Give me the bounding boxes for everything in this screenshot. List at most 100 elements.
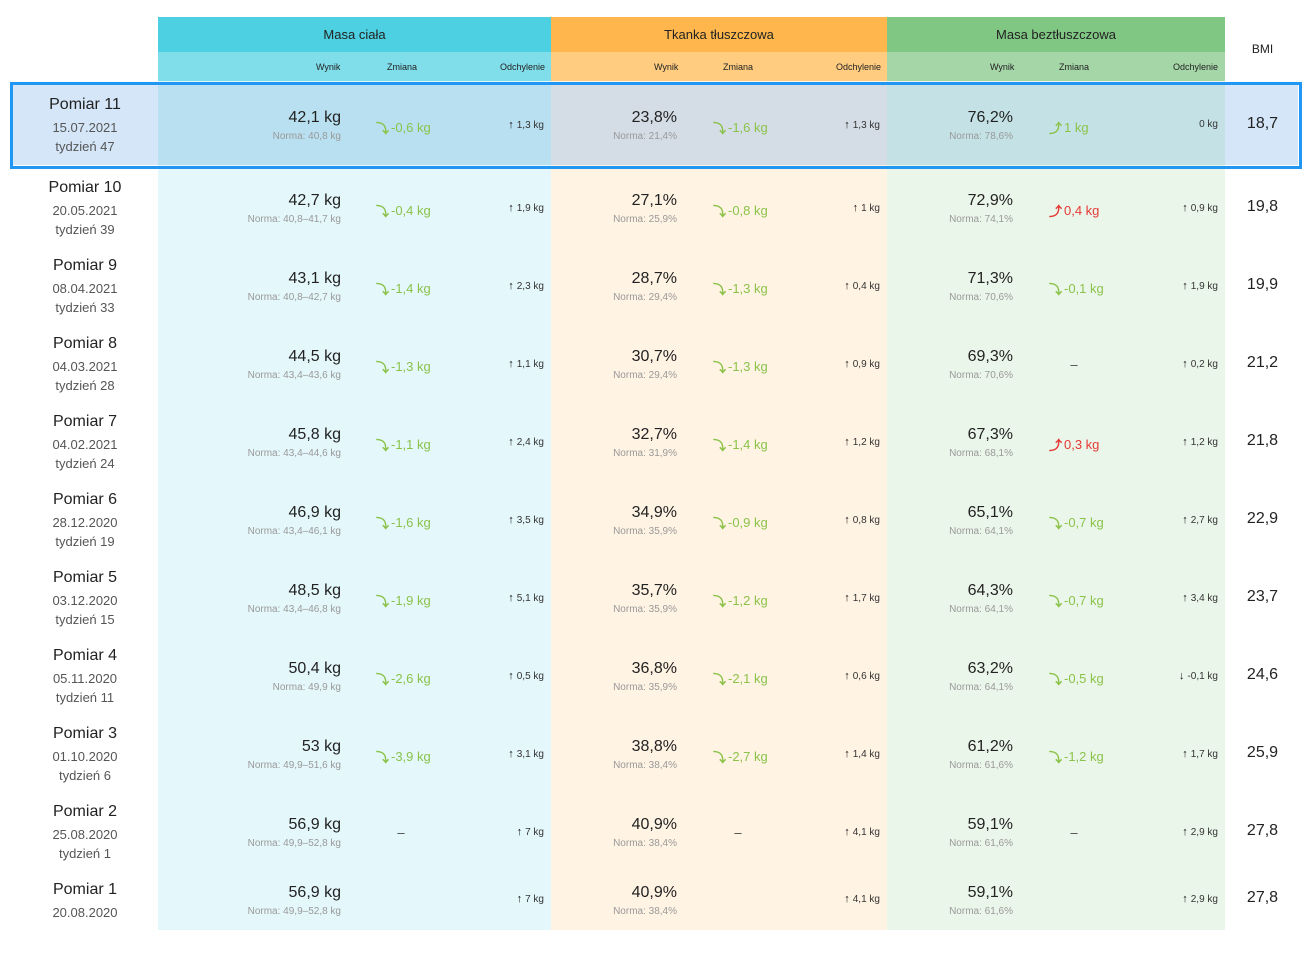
tk-deviation: ↑ 1,7 kg	[790, 592, 880, 604]
arrow-up-icon: ↑	[844, 670, 850, 682]
tk-value: 40,9%	[631, 816, 677, 833]
masa-deviation-text: 1,3 kg	[516, 119, 544, 131]
masa-deviation-text: 3,5 kg	[516, 514, 544, 526]
table-row[interactable]: Pomiar 2 25.08.2020 tydzień 1 56,9 kg Norma:…	[0, 791, 1308, 869]
tk-change: ⤵ -1,6 kg	[713, 118, 768, 137]
arrow-up-icon: ↑	[1182, 280, 1188, 292]
mb-deviation-text: 1,2 kg	[1190, 436, 1218, 448]
bmi-value: 27,8	[1246, 822, 1279, 839]
tk-deviation: ↑ 0,8 kg	[790, 514, 880, 526]
tk-change: ⤵ -0,9 kg	[713, 513, 768, 532]
arrow-up-icon: ↑	[508, 202, 514, 214]
arrow-up-icon: ↑	[508, 670, 514, 682]
tk-change-text: -0,8 kg	[728, 203, 768, 218]
tk-norm: Norma: 31,9%	[613, 448, 677, 459]
subheader-wynik: Wynik	[990, 62, 1015, 72]
table-row[interactable]: Pomiar 3 01.10.2020 tydzień 6 53 kg Norma: 4…	[0, 713, 1308, 791]
mb-deviation: ↑ 0,2 kg	[1128, 358, 1218, 370]
measurement-week: tydzień 33	[55, 300, 115, 315]
mb-norm: Norma: 70,6%	[949, 292, 1013, 303]
masa-value: 56,9 kg	[288, 884, 341, 901]
tk-norm: Norma: 38,4%	[613, 838, 677, 849]
masa-change-text: -2,6 kg	[391, 671, 431, 686]
tk-change-text: -0,9 kg	[728, 515, 768, 530]
trend-down-icon: ⤵	[713, 438, 727, 453]
table-row[interactable]: Pomiar 7 04.02.2021 tydzień 24 45,8 kg Norma…	[0, 401, 1308, 479]
tk-change: ⤵ -1,4 kg	[713, 435, 768, 454]
mb-value: 65,1%	[967, 504, 1013, 521]
table-row[interactable]: Pomiar 9 08.04.2021 tydzień 33 43,1 kg Norma…	[0, 245, 1308, 323]
masa-value: 42,1 kg	[288, 109, 341, 126]
trend-down-icon: ⤵	[1049, 282, 1063, 297]
mb-deviation: ↑ 0,9 kg	[1128, 202, 1218, 214]
table-row[interactable]: Pomiar 5 03.12.2020 tydzień 15 48,5 kg Norma…	[0, 557, 1308, 635]
tk-deviation-text: 1,2 kg	[852, 436, 880, 448]
tk-norm: Norma: 35,9%	[613, 604, 677, 615]
masa-norm: Norma: 40,8–42,7 kg	[247, 292, 341, 303]
measurement-name: Pomiar 3	[52, 725, 118, 742]
mb-change-text: -1,2 kg	[1064, 749, 1104, 764]
measurement-date: 25.08.2020	[52, 827, 118, 842]
trend-down-icon: ⤵	[713, 516, 727, 531]
measurement-date: 04.02.2021	[52, 437, 118, 452]
mb-deviation-text: 2,9 kg	[1190, 893, 1218, 905]
beztl-column-bg	[887, 81, 1225, 930]
masa-change: ⤵ -1,6 kg	[376, 513, 431, 532]
mb-norm: Norma: 61,6%	[949, 906, 1013, 917]
table-row[interactable]: Pomiar 10 20.05.2021 tydzień 39 42,7 kg Norm…	[0, 167, 1308, 245]
header-beztl: Masa beztłuszczowa	[887, 17, 1225, 52]
trend-down-icon: ⤵	[713, 672, 727, 687]
mb-change-empty: –	[1070, 825, 1078, 840]
table-row[interactable]: Pomiar 1 20.08.2020 56,9 kg Norma: 49,9–52,…	[0, 869, 1308, 947]
measurement-week: tydzień 39	[55, 222, 115, 237]
bmi-value: 25,9	[1246, 744, 1279, 761]
table-row[interactable]: Pomiar 4 05.11.2020 tydzień 11 50,4 kg Norma…	[0, 635, 1308, 713]
trend-down-icon: ⤵	[713, 204, 727, 219]
masa-norm: Norma: 49,9–52,8 kg	[247, 838, 341, 849]
masa-change: ⤵ -1,4 kg	[376, 279, 431, 298]
arrow-up-icon: ↑	[1182, 358, 1188, 370]
arrow-up-icon: ↑	[1182, 202, 1188, 214]
bmi-value: 27,8	[1246, 889, 1279, 906]
trend-down-icon: ⤵	[1049, 516, 1063, 531]
masa-value: 43,1 kg	[288, 270, 341, 287]
subheader-odchylenie: Odchylenie	[836, 62, 882, 72]
tk-change-text: -1,4 kg	[728, 437, 768, 452]
mb-value: 63,2%	[967, 660, 1013, 677]
mb-change-text: -0,5 kg	[1064, 671, 1104, 686]
masa-norm: Norma: 43,4–46,8 kg	[247, 604, 341, 615]
tk-change-text: -1,6 kg	[728, 120, 768, 135]
arrow-up-icon: ↑	[844, 826, 850, 838]
mb-value: 69,3%	[967, 348, 1013, 365]
arrow-down-icon: ↓	[1178, 670, 1185, 682]
table-row[interactable]: Pomiar 11 15.07.2021 tydzień 47 42,1 kg Norm…	[0, 84, 1308, 162]
table-row[interactable]: Pomiar 8 04.03.2021 tydzień 28 44,5 kg Norma…	[0, 323, 1308, 401]
subheader-tkanka: Wynik Zmiana Odchylenie	[551, 52, 887, 81]
mb-change: ⤴ 0,4 kg	[1049, 201, 1099, 220]
masa-value: 46,9 kg	[288, 504, 341, 521]
arrow-up-icon: ↑	[852, 202, 859, 214]
masa-deviation: ↑ 1,3 kg	[454, 119, 544, 131]
masa-value: 48,5 kg	[288, 582, 341, 599]
masa-value: 44,5 kg	[288, 348, 341, 365]
arrow-up-icon: ↑	[508, 358, 514, 370]
mb-norm: Norma: 78,6%	[949, 131, 1013, 142]
subheader-odchylenie: Odchylenie	[500, 62, 546, 72]
mb-deviation: ↑ 1,2 kg	[1128, 436, 1218, 448]
mb-value: 76,2%	[967, 109, 1013, 126]
table-row[interactable]: Pomiar 6 28.12.2020 tydzień 19 46,9 kg Norma…	[0, 479, 1308, 557]
mb-deviation-text: 1,9 kg	[1190, 280, 1218, 292]
mb-deviation-text: 3,4 kg	[1190, 592, 1218, 604]
masa-deviation: ↑ 0,5 kg	[454, 670, 544, 682]
mb-change-text: 0,3 kg	[1064, 437, 1100, 452]
tk-norm: Norma: 25,9%	[613, 214, 677, 225]
subheader-masa: Wynik Zmiana Odchylenie	[158, 52, 551, 81]
masa-change-text: -1,3 kg	[391, 359, 431, 374]
tk-deviation: ↑ 1 kg	[790, 202, 880, 214]
tk-value: 34,9%	[631, 504, 677, 521]
tk-value: 32,7%	[631, 426, 677, 443]
masa-norm: Norma: 40,8–41,7 kg	[247, 214, 341, 225]
arrow-up-icon: ↑	[1182, 436, 1188, 448]
mb-deviation: 0 kg	[1128, 119, 1218, 130]
measurement-date: 05.11.2020	[52, 671, 118, 686]
